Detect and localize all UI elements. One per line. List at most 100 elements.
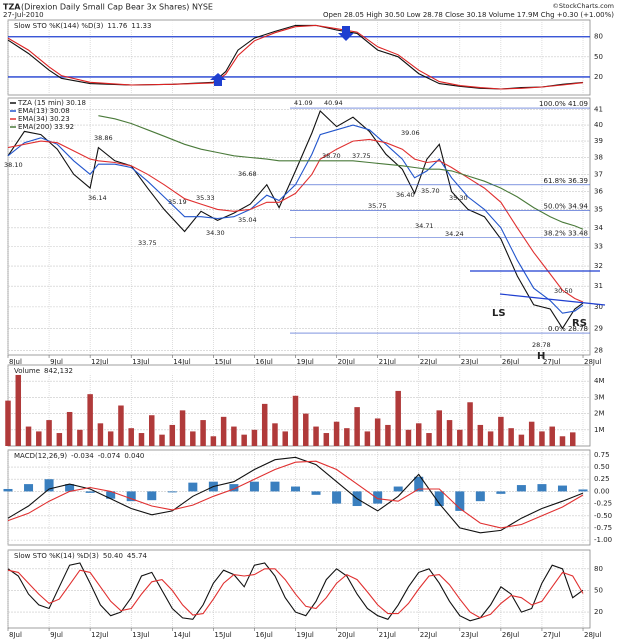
bar bbox=[44, 479, 54, 492]
bar bbox=[498, 416, 504, 446]
y-tick-label: 0.25 bbox=[594, 475, 610, 483]
series-line bbox=[7, 138, 584, 303]
y-tick-label: 34 bbox=[594, 224, 603, 232]
bar bbox=[36, 431, 42, 446]
bar bbox=[56, 433, 63, 446]
bar bbox=[557, 485, 567, 492]
bar bbox=[374, 418, 381, 446]
panel-title: MACD(12,26,9) bbox=[14, 452, 67, 460]
panel-frame bbox=[7, 549, 591, 629]
x-tick-label: 20Jul bbox=[338, 631, 355, 639]
bar bbox=[313, 426, 319, 446]
bar bbox=[477, 424, 484, 446]
x-tick-label: 12Jul bbox=[91, 358, 108, 366]
annotation: 37.75 bbox=[352, 152, 371, 160]
y-tick-label: 20 bbox=[594, 73, 603, 81]
x-tick-label: 8Jul bbox=[9, 358, 22, 366]
y-tick-label: 40 bbox=[594, 121, 603, 129]
annotation: 41.09 bbox=[294, 99, 313, 107]
y-tick-label: -0.25 bbox=[594, 500, 612, 508]
x-tick-label: 23Jul bbox=[461, 358, 478, 366]
series-line bbox=[7, 124, 584, 314]
bar bbox=[436, 410, 443, 446]
legend-value: -0.034 bbox=[71, 452, 94, 460]
series-line bbox=[7, 110, 584, 330]
annotation: 36.68 bbox=[238, 170, 257, 178]
annotation: 35.75 bbox=[368, 202, 387, 210]
bar bbox=[578, 489, 588, 492]
bar bbox=[107, 431, 114, 446]
y-tick-label: 50 bbox=[594, 586, 603, 594]
bar bbox=[455, 491, 465, 511]
bar bbox=[261, 403, 268, 446]
x-tick-label: 14Jul bbox=[173, 358, 190, 366]
panels: 20 50 80 Slow STO %K(144) %D(3) 11.76 11.33 8J… bbox=[3, 19, 612, 639]
bar bbox=[190, 431, 196, 446]
panel-title: Slow STO %K(144) %D(3) bbox=[14, 22, 104, 30]
y-tick-label: 36 bbox=[594, 188, 603, 196]
bar bbox=[496, 491, 506, 494]
annotation: 35.19 bbox=[168, 198, 187, 206]
annotation: 28.78 bbox=[532, 341, 551, 349]
bar bbox=[508, 428, 514, 446]
annotation: 36.40 bbox=[396, 191, 415, 199]
y-tick-label: 38 bbox=[594, 153, 603, 161]
bar bbox=[270, 481, 280, 492]
y-tick-label: 0.50 bbox=[594, 463, 610, 471]
bar bbox=[188, 482, 198, 492]
y-tick-label: 2M bbox=[594, 410, 605, 418]
bar bbox=[311, 491, 321, 495]
annotation: 35.30 bbox=[449, 194, 468, 202]
legend-label: TZA (15 min) bbox=[17, 99, 64, 107]
x-tick-label: 8Jul bbox=[9, 631, 22, 639]
annotation: 38.70 bbox=[322, 152, 341, 160]
annotation: 34.24 bbox=[445, 230, 464, 238]
sell-arrow bbox=[338, 26, 354, 41]
bar bbox=[393, 486, 403, 492]
y-tick-label: 32 bbox=[594, 262, 603, 270]
bar bbox=[292, 395, 299, 446]
legend-value: 45.74 bbox=[127, 552, 148, 560]
x-tick-label: 27Jul bbox=[543, 358, 560, 366]
bar bbox=[46, 420, 52, 446]
legend-value: 30.23 bbox=[50, 115, 70, 123]
bar bbox=[354, 407, 360, 446]
y-tick-label: -1.00 bbox=[594, 536, 612, 544]
legend-label: EMA(34) bbox=[18, 115, 48, 123]
x-tick-label: 9Jul bbox=[50, 358, 63, 366]
x-tick-label: 19Jul bbox=[297, 358, 314, 366]
bar bbox=[24, 484, 34, 492]
symbol: TZA bbox=[3, 3, 21, 12]
bar bbox=[528, 421, 535, 446]
annotation: 34.71 bbox=[415, 222, 434, 230]
y-tick-label: 4M bbox=[594, 377, 605, 385]
fib-label: 0.0% 28.78 bbox=[548, 325, 588, 333]
bar bbox=[364, 431, 371, 446]
annotation: 39.06 bbox=[401, 129, 420, 137]
bar bbox=[231, 426, 237, 446]
bar bbox=[516, 485, 526, 492]
panel-frame bbox=[7, 449, 591, 546]
bar bbox=[77, 429, 83, 446]
bar bbox=[241, 434, 247, 446]
x-tick-label: 13Jul bbox=[132, 358, 149, 366]
bar bbox=[457, 429, 463, 446]
x-tick-label: 16Jul bbox=[255, 631, 272, 639]
x-tick-label: 22Jul bbox=[420, 631, 437, 639]
legend-value: 11.33 bbox=[131, 22, 151, 30]
fib-label: 50.0% 34.94 bbox=[543, 203, 588, 211]
legend-value: 50.40 bbox=[103, 552, 123, 560]
bar bbox=[291, 486, 301, 492]
legend-value: 11.76 bbox=[107, 22, 128, 30]
x-tick-label: 14Jul bbox=[173, 631, 190, 639]
annotation: 38.10 bbox=[4, 161, 23, 169]
bar bbox=[426, 433, 432, 446]
bar bbox=[106, 491, 116, 499]
y-tick-label: -0.50 bbox=[594, 512, 612, 520]
bar bbox=[229, 484, 239, 492]
fib-label: 38.2% 33.48 bbox=[543, 230, 588, 238]
bar bbox=[518, 434, 525, 446]
y-tick-label: 3M bbox=[594, 393, 605, 401]
series-line bbox=[7, 456, 584, 534]
